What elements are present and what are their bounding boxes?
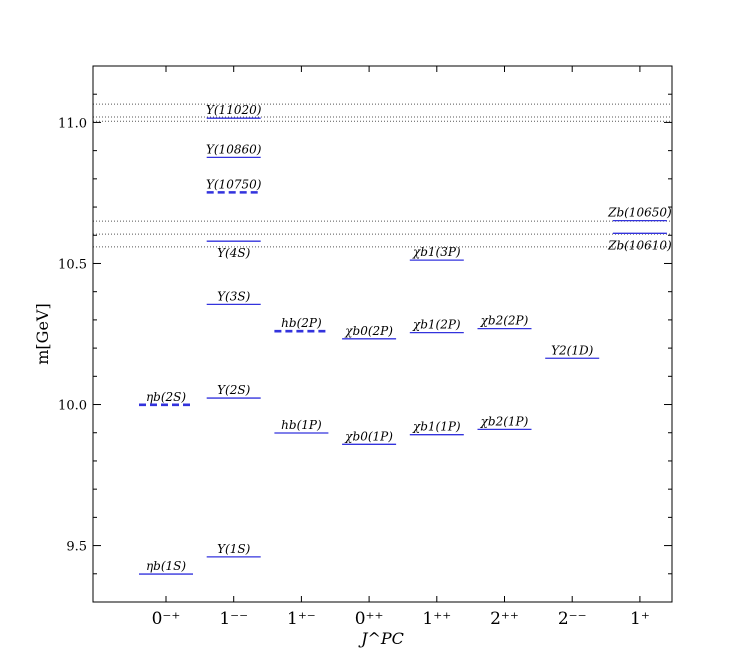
- y-axis-label: m[GeV]: [33, 303, 52, 364]
- x-tick-label: 1⁺⁺: [422, 609, 451, 629]
- level-label: ηb(2S): [146, 390, 186, 404]
- x-tick-label: 0⁻⁺: [152, 609, 181, 629]
- x-tick-label: 1⁺⁻: [287, 609, 316, 629]
- level-label: Zb(10610): [607, 238, 672, 252]
- level-label: χb2(1P): [480, 414, 529, 428]
- level-label: hb(1P): [281, 418, 322, 432]
- level-label: ηb(1S): [146, 559, 186, 573]
- level-lines: [139, 117, 667, 575]
- threshold-lines: [93, 103, 672, 248]
- x-tick-label: 1⁻⁻: [219, 609, 248, 629]
- y-tick-label: 11.0: [58, 116, 87, 131]
- level-label: Υ(2S): [217, 383, 250, 397]
- level-label: Υ(1S): [217, 542, 250, 556]
- level-label: Υ(11020): [206, 103, 262, 117]
- level-label: Zb(10650): [607, 206, 672, 220]
- level-label: Υ(10860): [206, 142, 262, 156]
- level-label: hb(2P): [281, 316, 322, 330]
- level-labels: ηb(1S) ηb(2S) Υ(1S) Υ(2S) Υ(3S) Υ(4S) Υ(10750)…: [146, 103, 672, 573]
- level-label: Υ2(1D): [551, 343, 593, 357]
- plot-frame: [92, 65, 673, 603]
- level-label: χb2(2P): [480, 314, 529, 328]
- level-label: χb1(3P): [412, 245, 461, 259]
- level-label: Υ(10750): [206, 177, 262, 191]
- x-tick-label: 1⁺: [630, 609, 650, 629]
- level-label: Υ(3S): [217, 289, 250, 303]
- y-axis: 9.5 10.0 10.5 11.0: [58, 65, 672, 603]
- y-tick-label: 9.5: [66, 540, 87, 555]
- level-label: χb0(1P): [344, 429, 393, 443]
- y-tick-label: 10.5: [58, 257, 87, 272]
- x-axis-label: J^PC: [358, 629, 404, 648]
- x-tick-label: 2⁺⁺: [490, 609, 519, 629]
- level-label: χb1(2P): [412, 318, 461, 332]
- level-label: χb0(2P): [344, 324, 393, 338]
- x-tick-label: 0⁺⁺: [355, 609, 384, 629]
- x-tick-label: 2⁻⁻: [558, 609, 587, 629]
- level-label: χb1(1P): [412, 420, 461, 434]
- y-tick-label: 10.0: [58, 399, 87, 414]
- level-label: Υ(4S): [217, 246, 250, 260]
- x-axis: 0⁻⁺ 1⁻⁻ 1⁺⁻ 0⁺⁺ 1⁺⁺ 2⁺⁺ 2⁻⁻ 1⁺: [152, 66, 650, 629]
